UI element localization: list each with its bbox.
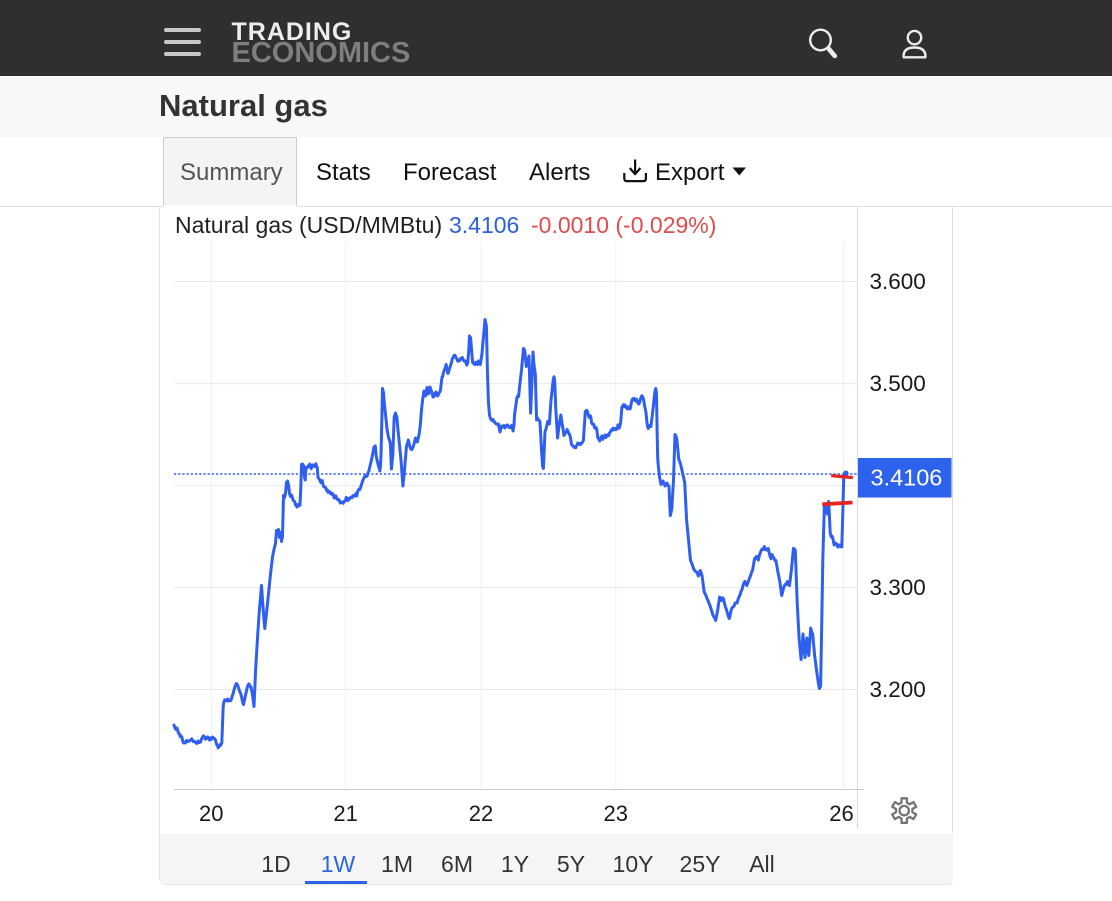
svg-text:3.300: 3.300 — [870, 575, 926, 600]
svg-text:22: 22 — [469, 801, 493, 826]
svg-text:26: 26 — [829, 801, 853, 826]
svg-text:20: 20 — [199, 801, 223, 826]
svg-text:21: 21 — [333, 801, 357, 826]
svg-text:3.500: 3.500 — [870, 371, 926, 396]
svg-text:23: 23 — [604, 801, 628, 826]
svg-text:3.200: 3.200 — [870, 677, 926, 702]
svg-text:3.600: 3.600 — [870, 269, 926, 294]
svg-text:3.4106: 3.4106 — [871, 465, 943, 491]
